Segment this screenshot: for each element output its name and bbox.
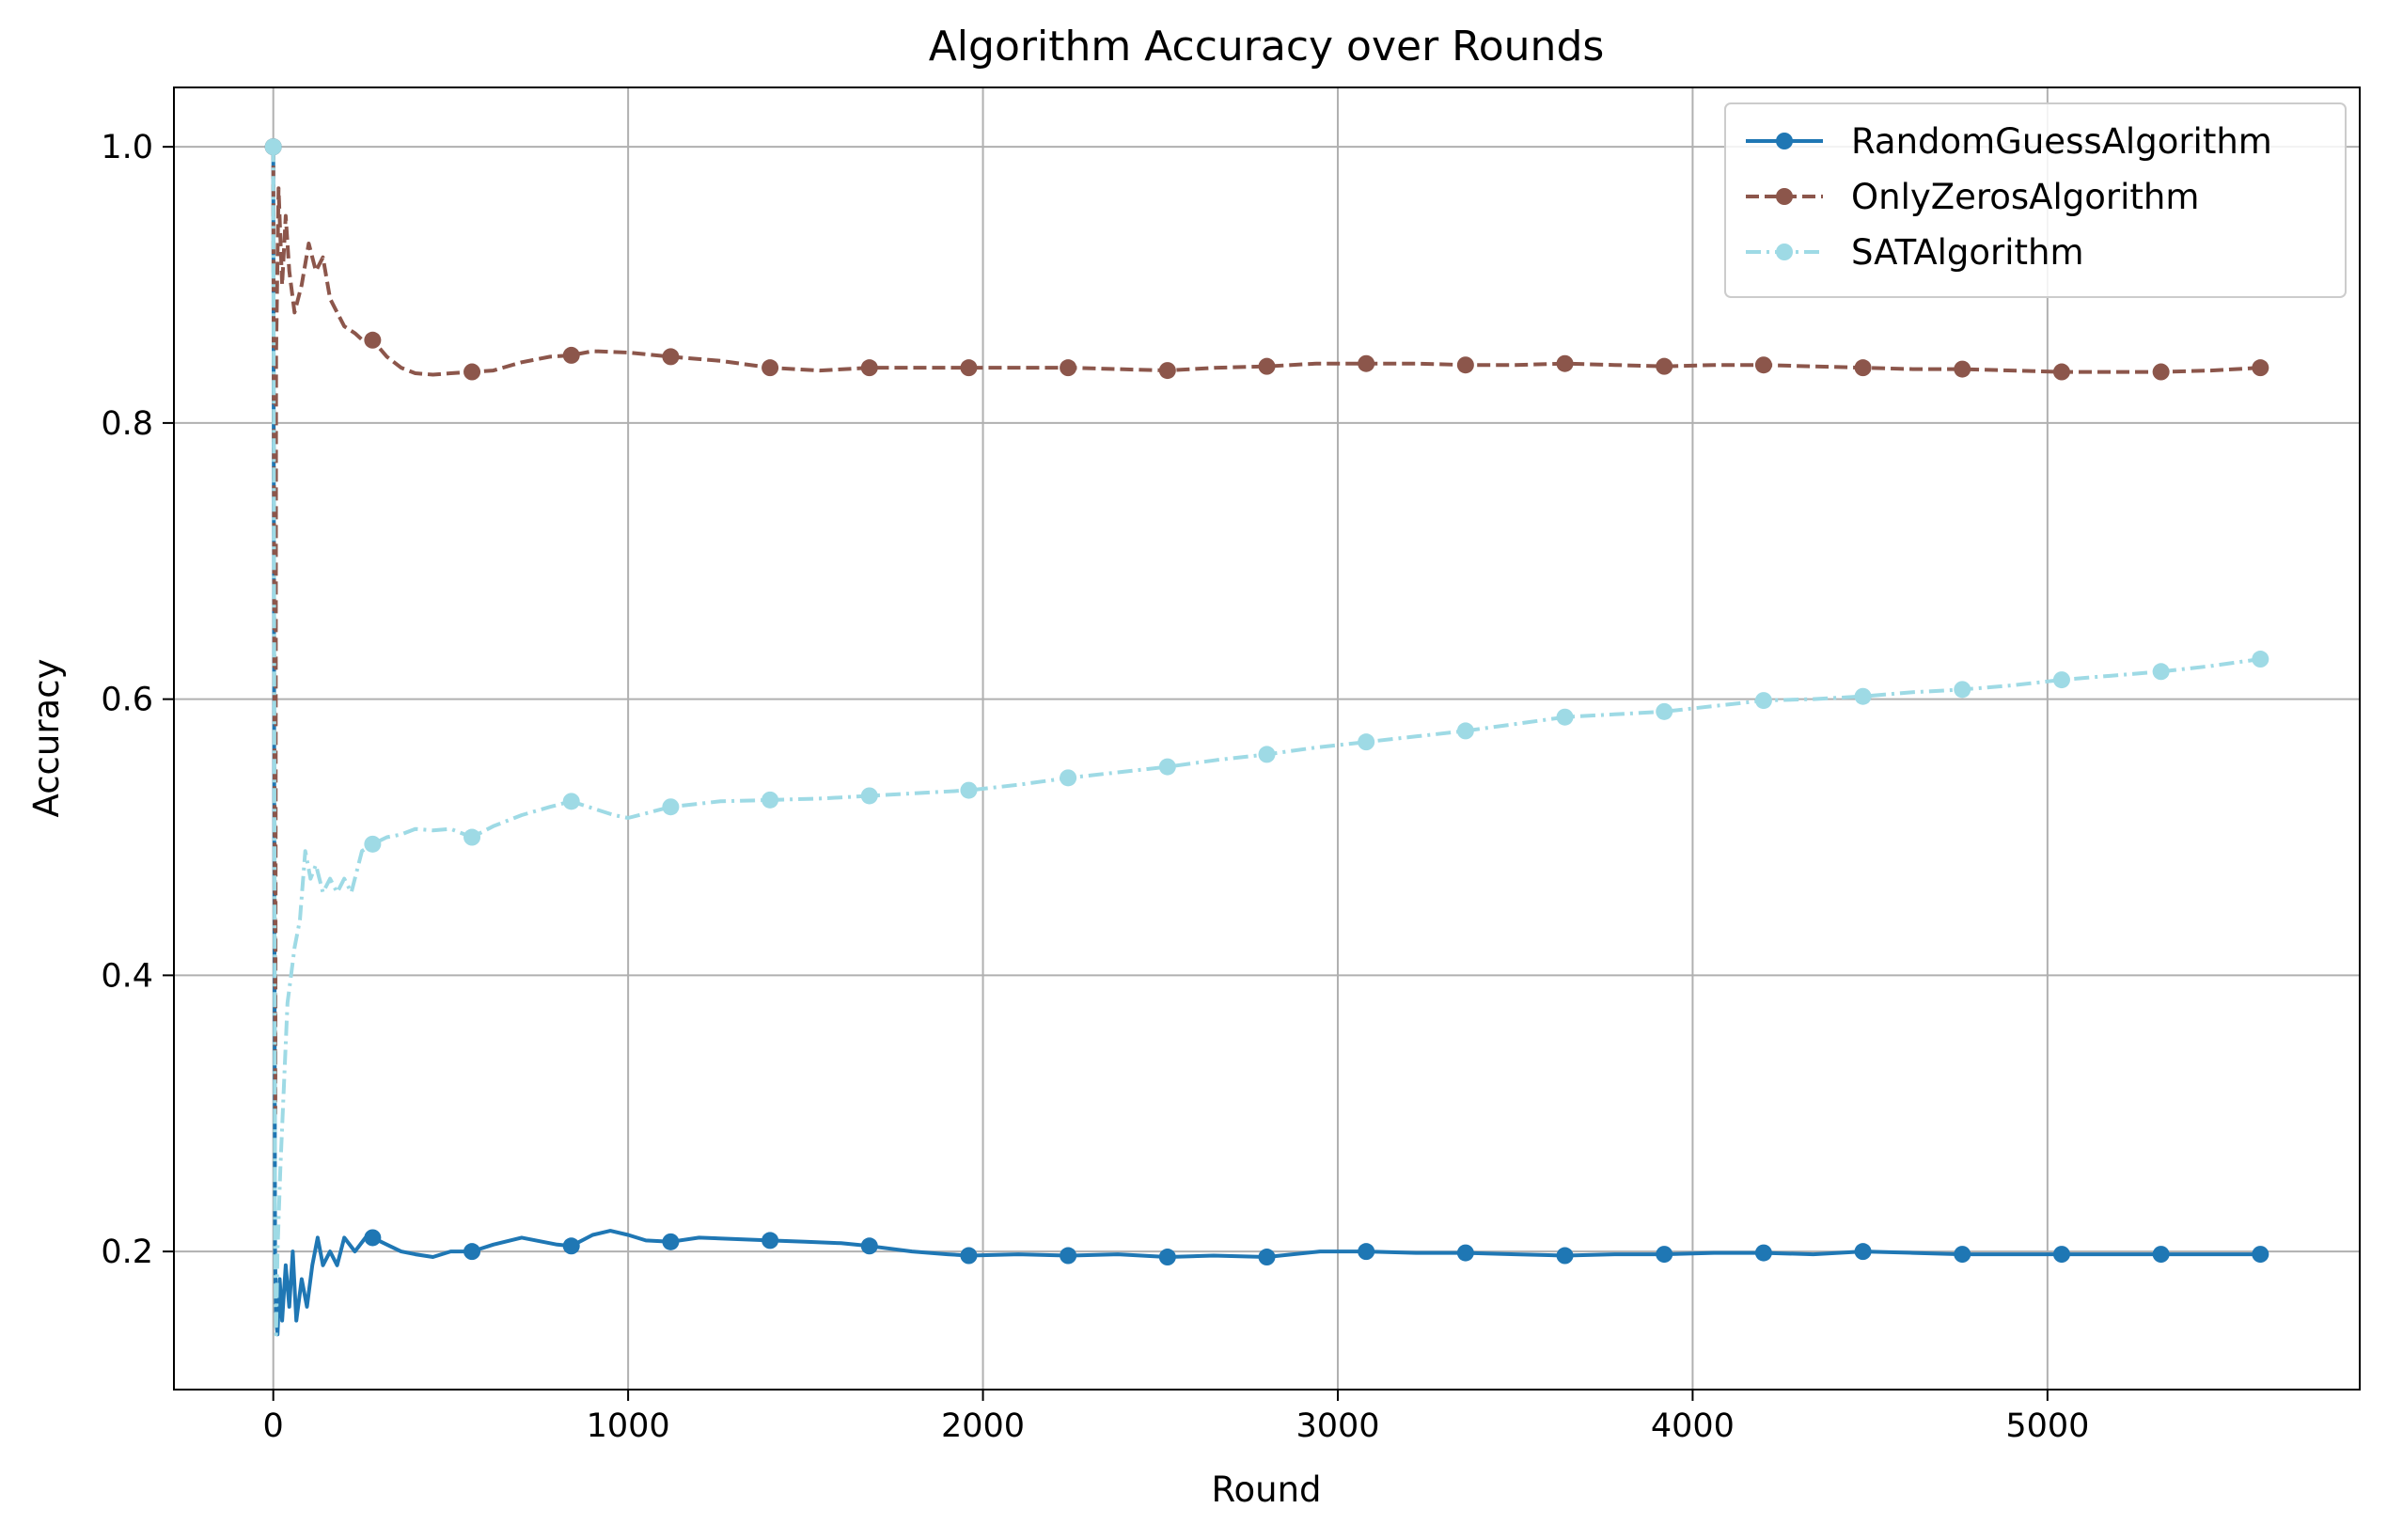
series-marker [1656,1246,1673,1264]
series-marker [662,348,680,366]
legend-swatch-marker [1776,244,1793,260]
legend-box [1724,102,2347,298]
series-marker [1358,354,1375,372]
series-marker [662,798,680,816]
series-marker [1854,359,1872,377]
series-marker [1854,687,1872,705]
series-marker [1258,746,1276,763]
series-marker [1060,769,1077,787]
series-marker [1656,357,1673,375]
series-marker [1556,1247,1574,1265]
series-marker [860,1237,878,1255]
series-marker [1556,708,1574,726]
y-axis-label: Accuracy [26,659,67,818]
series-marker [1954,681,1971,699]
x-tick-label: 5000 [2005,1407,2089,1445]
x-tick-label: 3000 [1296,1407,1379,1445]
series-marker [1158,1249,1176,1266]
series-marker [1754,356,1772,374]
x-tick-label: 4000 [1651,1407,1735,1445]
legend-label: RandomGuessAlgorithm [1851,121,2272,162]
series-marker [1358,733,1375,751]
series-marker [1556,354,1574,372]
series-marker [1656,702,1673,720]
series-marker [2152,1246,2170,1264]
series-marker [1754,692,1772,710]
series-marker [1754,1244,1772,1262]
series-marker [1456,722,1474,740]
legend-label: OnlyZerosAlgorithm [1851,177,2199,217]
y-tick-label: 0.6 [101,682,153,719]
series-marker [1060,359,1077,377]
y-tick-label: 0.2 [101,1234,153,1271]
series-marker [1954,1246,1971,1264]
series-marker [1258,1249,1276,1266]
legend-swatch-marker [1776,133,1793,149]
legend-entry: OnlyZerosAlgorithm [1746,177,2199,217]
series-marker [2252,1246,2269,1264]
x-tick-label: 1000 [587,1407,670,1445]
legend-label: SATAlgorithm [1851,232,2084,273]
series-marker [2052,671,2070,689]
series-marker [2052,1246,2070,1264]
axis-ticks: 0 1000 2000 3000 4000 5000 0.2 0.4 0.6 0.8 1.0 [101,129,2089,1445]
series-marker [1158,758,1176,776]
series-OnlyZerosAlgorithm [264,138,2269,1116]
series-marker [960,359,978,377]
series-RandomGuessAlgorithm [264,138,2269,1337]
series-marker [762,791,779,809]
series-marker [2152,663,2170,681]
series-marker [562,346,580,364]
x-axis-label: Round [1211,1469,1321,1510]
legend-entry: RandomGuessAlgorithm [1746,121,2272,162]
plot-frame [173,86,2361,1391]
series-marker [1456,356,1474,374]
y-tick-label: 0.4 [101,957,153,995]
series-layer [264,138,2269,1337]
series-marker [463,828,481,846]
series-marker [2252,359,2269,377]
series-marker [1258,357,1276,375]
series-marker [860,359,878,377]
series-marker [364,1229,382,1247]
series-marker [562,793,580,810]
series-marker [264,138,282,156]
x-tick-label: 0 [263,1407,284,1445]
y-tick-label: 0.8 [101,405,153,443]
series-marker [2152,363,2170,381]
series-marker [463,363,481,381]
legend-entry: SATAlgorithm [1746,232,2084,273]
series-marker [960,1247,978,1265]
legend: RandomGuessAlgorithm OnlyZerosAlgorithm SA… [1724,102,2347,298]
series-marker [364,835,382,853]
series-line [271,147,2261,1116]
series-marker [762,1232,779,1249]
series-marker [1854,1243,1872,1261]
series-marker [1358,1243,1375,1261]
y-tick-label: 1.0 [101,129,153,166]
series-marker [364,331,382,349]
series-marker [1060,1247,1077,1265]
series-marker [960,781,978,799]
series-marker [1954,360,1971,378]
legend-swatch-marker [1776,188,1793,205]
series-marker [662,1233,680,1250]
x-tick-label: 2000 [941,1407,1025,1445]
series-marker [762,359,779,377]
chart-title: Algorithm Accuracy over Rounds [929,23,1605,71]
plot-area [174,87,2360,1390]
series-marker [1456,1244,1474,1262]
series-marker [2052,363,2070,381]
series-marker [2252,651,2269,668]
series-marker [562,1237,580,1255]
series-marker [1158,362,1176,380]
series-SATAlgorithm [264,138,2269,1337]
series-marker [860,787,878,805]
series-line [271,147,2261,1337]
series-marker [463,1243,481,1261]
